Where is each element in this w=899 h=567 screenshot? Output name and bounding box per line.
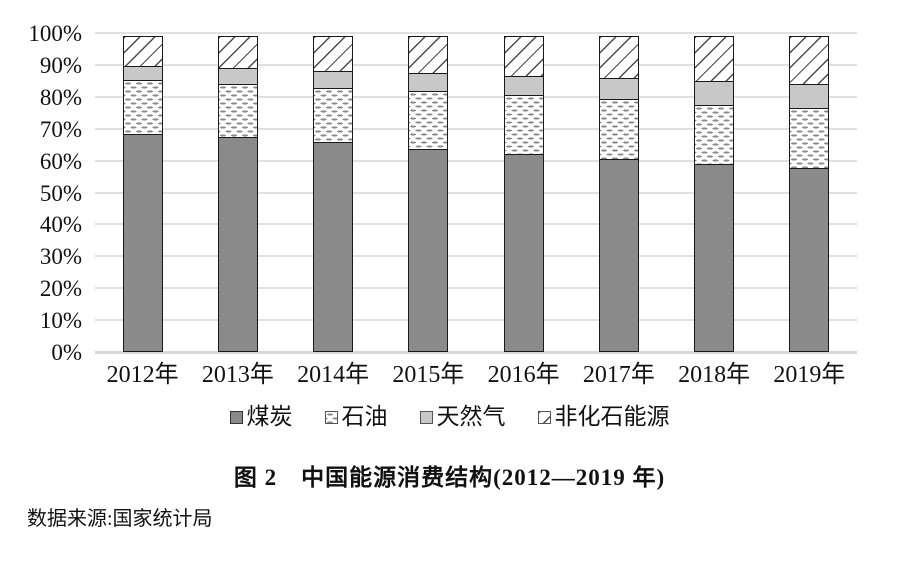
stacked-bar-2014年 (313, 33, 354, 352)
y-tick-label: 70% (39, 116, 82, 142)
bar-segment-非化石能源 (313, 36, 354, 73)
bar-segment-煤炭 (122, 133, 163, 352)
bars (95, 33, 857, 352)
x-tick-label: 2013年 (201, 362, 274, 388)
y-tick-label: 40% (39, 212, 82, 238)
y-tick-label: 50% (39, 180, 82, 206)
bar-segment-天然气 (789, 83, 830, 110)
y-tick-label: 20% (39, 276, 82, 302)
bar-segment-非化石能源 (217, 36, 258, 69)
bar-segment-非化石能源 (598, 36, 639, 80)
gridline (95, 95, 857, 98)
bar-segment-煤炭 (789, 167, 830, 352)
bar-segment-天然气 (122, 66, 163, 82)
bar-segment-石油 (503, 94, 544, 155)
bar-segment-煤炭 (217, 137, 258, 352)
legend-item-煤炭: 煤炭 (229, 404, 293, 429)
bar-segment-非化石能源 (503, 35, 544, 78)
plot-area (95, 32, 857, 354)
stacked-bar-2013年 (217, 33, 258, 352)
legend: 煤炭 石油 天然气 非化石能源 (0, 405, 899, 429)
bar-segment-非化石能源 (408, 36, 449, 75)
legend-swatch-icon (537, 410, 551, 424)
legend-item-天然气: 天然气 (419, 404, 506, 429)
y-tick-label: 30% (39, 244, 82, 270)
bar-segment-天然气 (408, 73, 449, 92)
bar-segment-石油 (313, 87, 354, 144)
legend-label: 煤炭 (246, 404, 293, 429)
bar-segment-煤炭 (313, 142, 354, 352)
gridline (95, 63, 857, 66)
legend-swatch-icon (229, 410, 243, 424)
stacked-bar-2012年 (122, 33, 163, 352)
bar-segment-天然气 (217, 67, 258, 85)
legend-item-石油: 石油 (324, 404, 388, 429)
legend-label: 天然气 (436, 404, 506, 429)
x-tick-label: 2015年 (392, 362, 465, 388)
y-tick-label: 60% (39, 148, 82, 174)
y-tick-label: 80% (39, 84, 82, 110)
bar-segment-石油 (789, 108, 830, 169)
stacked-bar-2019年 (789, 33, 830, 352)
y-axis-ticks: 100% 90% 80% 70% 60% 50% 40% 30% 20% 10% 0% (0, 22, 86, 364)
bar-segment-非化石能源 (122, 36, 163, 68)
bar-segment-煤炭 (694, 163, 735, 352)
bar-segment-石油 (217, 83, 258, 138)
legend-label: 非化石能源 (554, 404, 670, 429)
bar-segment-石油 (694, 104, 735, 165)
bar-segment-石油 (408, 90, 449, 150)
x-tick-label: 2019年 (773, 362, 846, 388)
stacked-bar-2015年 (408, 33, 449, 352)
gridline (95, 255, 857, 258)
x-tick-label: 2016年 (487, 362, 560, 388)
gridline (95, 32, 857, 34)
gridline (95, 223, 857, 226)
data-source: 数据来源:国家统计局 (27, 508, 213, 530)
legend-swatch-icon (324, 410, 338, 424)
x-tick-label: 2014年 (297, 362, 370, 388)
x-axis-ticks: 2012年 2013年 2014年 2015年 2016年 2017年 2018年 2019年 (95, 361, 857, 389)
x-tick-label: 2018年 (678, 362, 751, 388)
stacked-bar-2016年 (503, 33, 544, 352)
y-tick-label: 90% (39, 52, 82, 78)
bar-segment-煤炭 (598, 158, 639, 352)
bar-segment-石油 (598, 99, 639, 160)
gridline (95, 127, 857, 130)
gridline (95, 287, 857, 290)
y-tick-label: 10% (39, 308, 82, 334)
stacked-bar-2017年 (598, 33, 639, 352)
bar-segment-煤炭 (503, 153, 544, 352)
x-tick-label: 2017年 (582, 362, 655, 388)
bar-segment-天然气 (503, 76, 544, 96)
gridline (95, 159, 857, 162)
stacked-bar-2018年 (694, 33, 735, 352)
bar-segment-天然气 (598, 78, 639, 101)
y-tick-label: 100% (28, 21, 82, 46)
bar-segment-非化石能源 (789, 36, 830, 85)
bar-segment-非化石能源 (694, 36, 735, 83)
bar-segment-天然气 (694, 81, 735, 106)
gridline (95, 351, 857, 354)
legend-item-非化石能源: 非化石能源 (537, 404, 670, 429)
y-tick-label: 0% (51, 340, 82, 365)
gridline (95, 191, 857, 194)
legend-label: 石油 (341, 404, 388, 429)
gridline (95, 319, 857, 322)
legend-swatch-icon (419, 410, 433, 424)
bar-segment-石油 (122, 80, 163, 135)
bar-segment-煤炭 (408, 148, 449, 352)
figure-title: 图 2 中国能源消费结构(2012—2019 年) (233, 465, 666, 490)
bar-segment-天然气 (313, 71, 354, 89)
x-tick-label: 2012年 (106, 362, 179, 388)
